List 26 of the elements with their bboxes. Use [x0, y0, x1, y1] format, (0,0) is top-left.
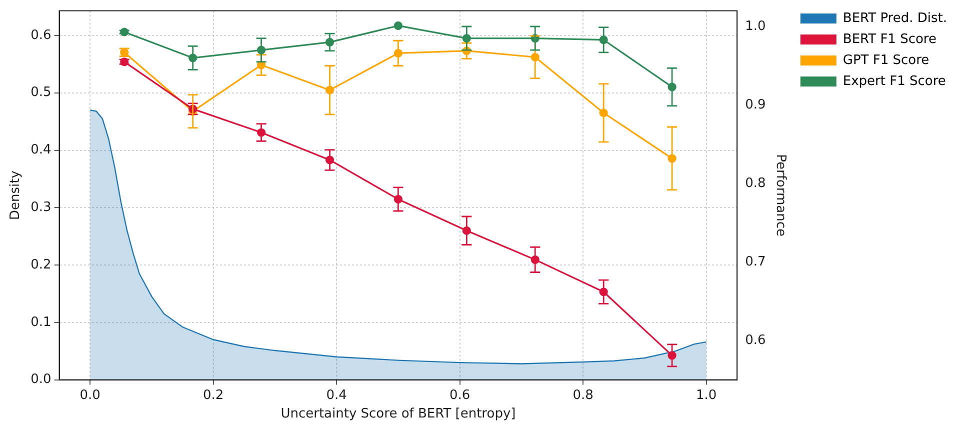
x-tick-label: 0.6 [449, 388, 470, 403]
y2-tick-label: 0.7 [745, 254, 766, 270]
y-tick-label: 0.1 [30, 314, 52, 330]
x-tick-label: 0.8 [572, 388, 594, 403]
x-tick-label: 0.0 [80, 388, 100, 403]
y-tick-label: 0.2 [30, 257, 52, 272]
y-tick-label: 0.0 [30, 372, 52, 388]
x-tick-label: 0.4 [326, 388, 347, 403]
y2-tick-label: 0.6 [745, 332, 766, 348]
y2-tick-label: 0.9 [745, 97, 766, 112]
point [394, 21, 402, 30]
legend-label: Expert F1 Score [842, 74, 946, 89]
y-tick-label: 0.3 [30, 200, 52, 216]
y2-tick-label: 0.8 [745, 176, 766, 191]
y2-tick-label: 1.0 [745, 18, 766, 34]
y-tick-label: 0.5 [30, 85, 52, 100]
legend-label: GPT F1 Score [842, 52, 930, 68]
legend-label: BERT Pred. Dist. [842, 10, 948, 26]
x-tick-label: 1.0 [696, 388, 717, 403]
y-tick-label: 0.4 [30, 142, 52, 158]
y2-axis-title: Performance [773, 154, 788, 236]
x-tick-label: 0.2 [202, 388, 224, 403]
y-tick-label: 0.6 [30, 28, 52, 43]
x-axis-title: Uncertainty Score of BERT [entropy] [280, 406, 516, 422]
y-axis-title: Density [8, 170, 24, 220]
legend-label: BERT F1 Score [842, 32, 936, 47]
